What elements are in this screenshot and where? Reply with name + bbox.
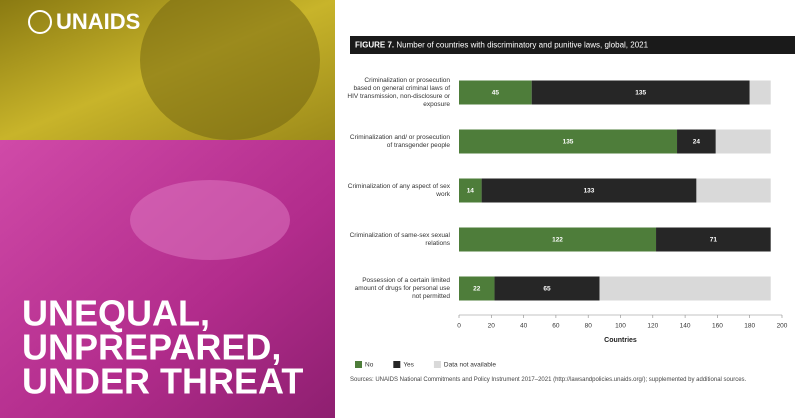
x-tick-label: 120 — [647, 323, 658, 330]
bar-segment — [696, 178, 771, 203]
legend-swatch — [433, 361, 441, 368]
legend-label: Yes — [403, 362, 414, 369]
category-label: Criminalization or prosecution based on … — [347, 76, 450, 108]
value-label: 24 — [693, 139, 701, 146]
headline-line: UNPREPARED, — [22, 327, 281, 368]
hands-shade — [130, 180, 290, 260]
bar-segment — [459, 178, 482, 203]
value-label: 122 — [552, 237, 563, 244]
x-tick-label: 0 — [457, 323, 461, 330]
title: Number of countries with discriminatory … — [396, 41, 648, 50]
value-label: 71 — [710, 237, 718, 244]
x-tick-label: 160 — [712, 323, 723, 330]
bar-segment — [749, 80, 771, 105]
category-label: Criminalization of same-sex sexual relat… — [349, 231, 450, 247]
face-shade — [140, 0, 320, 140]
bar-segment — [656, 227, 771, 252]
category-label: Possession of a certain limited amount o… — [354, 276, 450, 300]
figure-header — [350, 36, 795, 54]
bar-segment — [481, 178, 697, 203]
legend-swatch — [355, 361, 362, 368]
brand: UNAIDS — [56, 9, 140, 34]
figure-label: FIGURE 7. — [355, 41, 394, 50]
x-tick-label: 140 — [680, 323, 691, 330]
bar-segment — [677, 129, 716, 154]
legend-swatch — [393, 361, 401, 368]
x-tick-label: 20 — [488, 323, 496, 330]
value-label: 22 — [473, 286, 481, 293]
value-label: 45 — [492, 90, 500, 97]
headline-line: UNDER THREAT — [22, 361, 303, 402]
bar-segment — [459, 276, 495, 301]
bar-segment — [715, 129, 771, 154]
headline-line: UNEQUAL, — [22, 293, 210, 334]
value-label: 14 — [467, 188, 475, 195]
x-tick-label: 100 — [615, 323, 626, 330]
value-label: 65 — [543, 286, 551, 293]
x-tick-label: 60 — [552, 323, 560, 330]
x-tick-label: 180 — [744, 323, 755, 330]
value-label: 135 — [635, 90, 646, 97]
value-label: 133 — [584, 188, 595, 195]
bar-segment — [459, 129, 678, 154]
x-tick-label: 80 — [585, 323, 593, 330]
x-tick-label: 40 — [520, 323, 528, 330]
bar-segment — [494, 276, 600, 301]
value-label: 135 — [563, 139, 574, 146]
figure-title: FIGURE 7. Number of countries with discr… — [355, 41, 649, 50]
category-label: Criminalization and/ or prosecution of t… — [349, 133, 450, 149]
bar-segment — [459, 227, 657, 252]
bar-segment — [599, 276, 771, 301]
source: Sources: UNAIDS National Commitments and… — [350, 377, 747, 383]
bar-segment — [459, 80, 532, 105]
bar-segment — [531, 80, 750, 105]
legend-label: Data not available — [444, 362, 496, 369]
legend-label: No — [365, 362, 374, 369]
x-tick-label: 200 — [777, 323, 788, 330]
x-axis-label: Countries — [604, 337, 637, 344]
logo-mark — [28, 10, 52, 34]
category-label: Criminalization of any aspect of sex wor… — [347, 182, 450, 198]
